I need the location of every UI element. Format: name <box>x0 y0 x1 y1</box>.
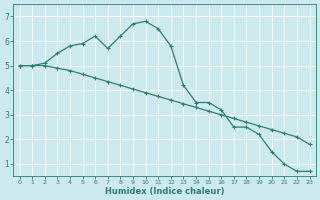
X-axis label: Humidex (Indice chaleur): Humidex (Indice chaleur) <box>105 187 224 196</box>
